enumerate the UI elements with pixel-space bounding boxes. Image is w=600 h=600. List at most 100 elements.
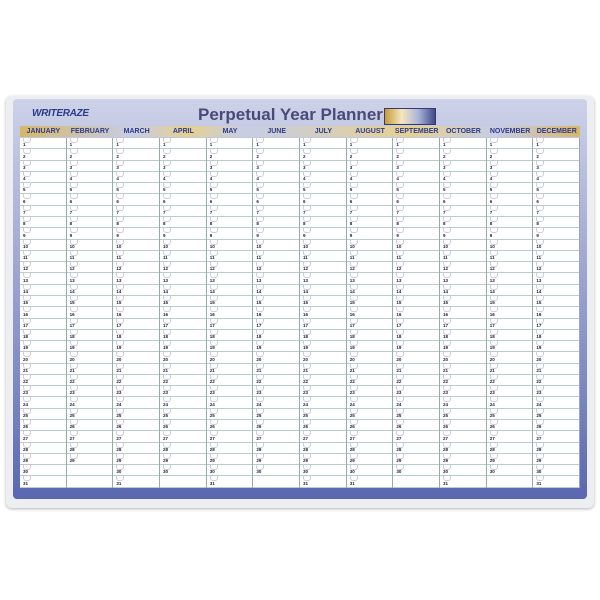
day-cell[interactable]: 14 xyxy=(206,284,253,296)
day-cell[interactable]: 13 xyxy=(393,273,440,285)
day-cell[interactable]: 10 xyxy=(440,239,486,251)
day-cell[interactable]: 16 xyxy=(113,307,160,319)
day-cell[interactable]: 18 xyxy=(113,329,160,342)
day-cell[interactable]: 25 xyxy=(440,408,486,421)
day-cell[interactable]: 18 xyxy=(206,329,253,342)
day-cell[interactable]: 28 xyxy=(66,442,113,454)
day-cell[interactable]: 11 xyxy=(66,250,113,263)
day-cell[interactable]: 5 xyxy=(66,183,113,195)
day-cell[interactable]: 4 xyxy=(440,171,486,184)
day-cell[interactable]: 11 xyxy=(440,250,486,263)
day-cell[interactable]: 11 xyxy=(20,250,66,263)
day-cell[interactable]: 26 xyxy=(393,420,440,432)
day-cell[interactable]: 13 xyxy=(300,273,346,285)
day-cell[interactable]: 10 xyxy=(393,239,440,251)
day-cell[interactable]: 12 xyxy=(300,262,346,274)
day-cell[interactable]: 2 xyxy=(66,149,113,161)
day-cell[interactable]: 20 xyxy=(113,352,160,364)
day-cell[interactable]: 7 xyxy=(113,205,160,217)
day-cell[interactable]: 29 xyxy=(20,453,66,466)
day-cell[interactable]: 5 xyxy=(393,183,440,195)
day-cell[interactable]: 6 xyxy=(486,194,533,206)
day-cell[interactable]: 22 xyxy=(346,374,393,387)
day-cell[interactable]: 19 xyxy=(66,341,113,353)
day-cell[interactable]: 2 xyxy=(393,149,440,161)
day-cell[interactable]: 2 xyxy=(440,149,486,161)
day-cell[interactable]: 25 xyxy=(346,408,393,421)
day-cell[interactable]: 13 xyxy=(66,273,113,285)
day-cell[interactable]: 30 xyxy=(486,465,533,477)
day-cell[interactable]: 5 xyxy=(20,183,66,195)
day-cell[interactable]: 8 xyxy=(253,216,300,229)
day-cell[interactable]: 30 xyxy=(253,465,300,477)
day-cell[interactable]: 3 xyxy=(533,160,580,172)
day-cell[interactable]: 4 xyxy=(160,171,206,184)
day-cell[interactable]: 29 xyxy=(486,453,533,466)
day-cell[interactable]: 27 xyxy=(393,431,440,443)
day-cell[interactable]: 16 xyxy=(253,307,300,319)
day-cell[interactable]: 13 xyxy=(160,273,206,285)
day-cell[interactable]: 3 xyxy=(253,160,300,172)
day-cell[interactable]: 27 xyxy=(300,431,346,443)
day-cell[interactable]: 5 xyxy=(346,183,393,195)
day-cell[interactable]: 7 xyxy=(66,205,113,217)
day-cell[interactable]: 12 xyxy=(253,262,300,274)
day-cell[interactable]: 4 xyxy=(253,171,300,184)
day-cell[interactable]: 8 xyxy=(393,216,440,229)
day-cell[interactable]: 17 xyxy=(346,318,393,330)
day-cell[interactable]: 17 xyxy=(300,318,346,330)
day-cell[interactable]: 31 xyxy=(113,476,160,488)
day-cell[interactable]: 1 xyxy=(113,138,160,150)
day-cell[interactable]: 13 xyxy=(440,273,486,285)
day-cell[interactable]: 29 xyxy=(160,453,206,466)
day-cell[interactable]: 16 xyxy=(486,307,533,319)
day-cell[interactable]: 15 xyxy=(113,295,160,308)
day-cell[interactable]: 30 xyxy=(393,465,440,477)
day-cell[interactable]: 8 xyxy=(20,216,66,229)
day-cell[interactable]: 28 xyxy=(533,442,580,454)
day-cell[interactable]: 25 xyxy=(486,408,533,421)
day-cell[interactable]: 8 xyxy=(346,216,393,229)
day-cell[interactable]: 1 xyxy=(206,138,253,150)
day-cell[interactable]: 26 xyxy=(486,420,533,432)
day-cell[interactable]: 16 xyxy=(533,307,580,319)
day-cell[interactable]: 10 xyxy=(300,239,346,251)
day-cell[interactable]: 29 xyxy=(206,453,253,466)
day-cell[interactable]: 24 xyxy=(393,397,440,409)
day-cell[interactable]: 18 xyxy=(440,329,486,342)
day-cell[interactable]: 16 xyxy=(300,307,346,319)
day-cell[interactable]: 3 xyxy=(440,160,486,172)
day-cell[interactable]: 24 xyxy=(20,397,66,409)
day-cell[interactable]: 4 xyxy=(20,171,66,184)
day-cell[interactable]: 15 xyxy=(66,295,113,308)
day-cell[interactable]: 26 xyxy=(533,420,580,432)
day-cell[interactable]: 18 xyxy=(393,329,440,342)
day-cell[interactable]: 27 xyxy=(66,431,113,443)
day-cell[interactable]: 3 xyxy=(393,160,440,172)
day-cell[interactable]: 26 xyxy=(206,420,253,432)
day-cell[interactable]: 6 xyxy=(346,194,393,206)
day-cell[interactable]: 24 xyxy=(533,397,580,409)
day-cell[interactable]: 22 xyxy=(393,374,440,387)
day-cell[interactable]: 21 xyxy=(253,363,300,375)
day-cell[interactable]: 23 xyxy=(300,386,346,398)
day-cell[interactable]: 10 xyxy=(486,239,533,251)
day-cell[interactable]: 28 xyxy=(486,442,533,454)
day-cell[interactable]: 20 xyxy=(20,352,66,364)
day-cell[interactable]: 13 xyxy=(20,273,66,285)
day-cell[interactable]: 26 xyxy=(253,420,300,432)
day-cell[interactable]: 23 xyxy=(440,386,486,398)
day-cell[interactable]: 26 xyxy=(113,420,160,432)
day-cell[interactable]: 7 xyxy=(300,205,346,217)
day-cell[interactable]: 28 xyxy=(160,442,206,454)
day-cell[interactable]: 25 xyxy=(253,408,300,421)
day-cell[interactable]: 19 xyxy=(393,341,440,353)
day-cell[interactable]: 11 xyxy=(300,250,346,263)
day-cell[interactable]: 11 xyxy=(533,250,580,263)
day-cell[interactable]: 30 xyxy=(20,465,66,477)
day-cell[interactable]: 6 xyxy=(253,194,300,206)
day-cell[interactable]: 5 xyxy=(486,183,533,195)
day-cell[interactable]: 15 xyxy=(20,295,66,308)
day-cell[interactable]: 19 xyxy=(346,341,393,353)
day-cell[interactable] xyxy=(160,476,206,488)
